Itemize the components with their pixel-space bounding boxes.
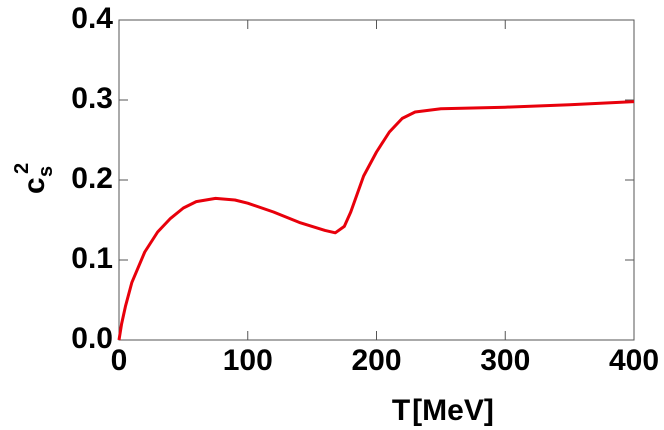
- data-line: [117, 100, 635, 341]
- y-tick-label: 0.0: [71, 322, 113, 355]
- x-tick-label: 400: [609, 344, 659, 377]
- plot-frame: [118, 19, 635, 341]
- y-label-base: c: [18, 177, 51, 194]
- x-axis-label: T: [392, 394, 410, 427]
- y-tick-label: 0.1: [71, 242, 113, 275]
- x-axis-unit: [MeV]: [412, 394, 494, 427]
- x-tick-label: 100: [223, 344, 273, 377]
- y-tick-label: 0.3: [71, 82, 113, 115]
- x-tick-label: 300: [480, 344, 530, 377]
- x-tick-label: 0: [111, 344, 128, 377]
- y-tick-label: 0.2: [71, 162, 113, 195]
- y-axis-label: c s 2: [11, 163, 57, 194]
- x-tick-label: 200: [351, 344, 401, 377]
- y-label-sup: 2: [11, 163, 33, 174]
- y-label-sub: s: [35, 166, 57, 177]
- y-tick-label: 0.4: [71, 2, 113, 35]
